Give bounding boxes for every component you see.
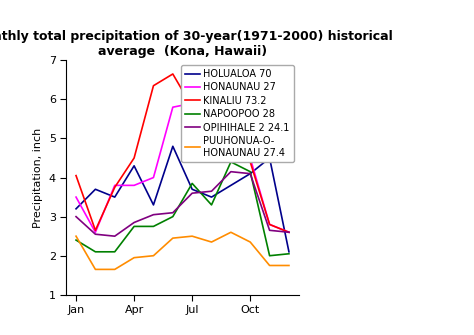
- HONAUNAU 27: [73, 195, 79, 199]
- OPIHIHALE 2 24.1: [228, 170, 234, 174]
- HOLUALOA 70: [92, 187, 98, 191]
- HOLUALOA 70: [209, 195, 214, 199]
- HONAUNAU 27: [209, 133, 214, 137]
- KINALIU 73.2: [131, 156, 137, 160]
- OPIHIHALE 2 24.1: [92, 232, 98, 236]
- KINALIU 73.2: [247, 160, 253, 164]
- HOLUALOA 70: [286, 250, 292, 254]
- HOLUALOA 70: [267, 156, 273, 160]
- HOLUALOA 70: [131, 164, 137, 168]
- Line: HOLUALOA 70: HOLUALOA 70: [76, 146, 289, 252]
- KINALIU 73.2: [112, 185, 118, 189]
- HONAUNAU 27: [267, 222, 273, 226]
- OPIHIHALE 2 24.1: [151, 213, 156, 217]
- HOLUALOA 70: [247, 172, 253, 176]
- NAPOOPOO 28: [286, 252, 292, 256]
- KINALIU 73.2: [92, 228, 98, 232]
- PUUHONUA-O-
HONAUNAU 27.4: [151, 254, 156, 258]
- KINALIU 73.2: [73, 174, 79, 178]
- KINALIU 73.2: [209, 107, 214, 111]
- HOLUALOA 70: [73, 207, 79, 211]
- OPIHIHALE 2 24.1: [131, 220, 137, 224]
- Line: OPIHIHALE 2 24.1: OPIHIHALE 2 24.1: [76, 172, 289, 236]
- Line: HONAUNAU 27: HONAUNAU 27: [76, 95, 289, 232]
- OPIHIHALE 2 24.1: [112, 234, 118, 238]
- Title: Monthly total precipitation of 30-year(1971-2000) historical
average  (Kona, Haw: Monthly total precipitation of 30-year(1…: [0, 30, 393, 58]
- KINALIU 73.2: [228, 70, 234, 74]
- OPIHIHALE 2 24.1: [247, 172, 253, 176]
- HONAUNAU 27: [286, 230, 292, 234]
- OPIHIHALE 2 24.1: [286, 230, 292, 234]
- KINALIU 73.2: [189, 105, 195, 109]
- NAPOOPOO 28: [228, 160, 234, 164]
- OPIHIHALE 2 24.1: [267, 228, 273, 232]
- PUUHONUA-O-
HONAUNAU 27.4: [170, 236, 176, 240]
- PUUHONUA-O-
HONAUNAU 27.4: [228, 230, 234, 234]
- PUUHONUA-O-
HONAUNAU 27.4: [209, 240, 214, 244]
- OPIHIHALE 2 24.1: [170, 211, 176, 215]
- KINALIU 73.2: [286, 230, 292, 234]
- HONAUNAU 27: [228, 93, 234, 97]
- NAPOOPOO 28: [92, 250, 98, 254]
- PUUHONUA-O-
HONAUNAU 27.4: [247, 240, 253, 244]
- KINALIU 73.2: [267, 222, 273, 226]
- HONAUNAU 27: [131, 183, 137, 187]
- HONAUNAU 27: [112, 183, 118, 187]
- HOLUALOA 70: [170, 144, 176, 148]
- OPIHIHALE 2 24.1: [209, 189, 214, 193]
- NAPOOPOO 28: [170, 215, 176, 219]
- OPIHIHALE 2 24.1: [73, 215, 79, 219]
- Line: KINALIU 73.2: KINALIU 73.2: [76, 72, 289, 232]
- PUUHONUA-O-
HONAUNAU 27.4: [73, 234, 79, 238]
- HONAUNAU 27: [92, 230, 98, 234]
- PUUHONUA-O-
HONAUNAU 27.4: [267, 263, 273, 267]
- PUUHONUA-O-
HONAUNAU 27.4: [131, 256, 137, 260]
- NAPOOPOO 28: [73, 238, 79, 242]
- NAPOOPOO 28: [151, 224, 156, 228]
- HONAUNAU 27: [151, 176, 156, 180]
- Line: PUUHONUA-O-
HONAUNAU 27.4: PUUHONUA-O- HONAUNAU 27.4: [76, 232, 289, 269]
- HONAUNAU 27: [189, 101, 195, 105]
- NAPOOPOO 28: [112, 250, 118, 254]
- Legend: HOLUALOA 70, HONAUNAU 27, KINALIU 73.2, NAPOOPOO 28, OPIHIHALE 2 24.1, PUUHONUA-: HOLUALOA 70, HONAUNAU 27, KINALIU 73.2, …: [181, 65, 294, 161]
- OPIHIHALE 2 24.1: [189, 191, 195, 195]
- Y-axis label: Precipitation, inch: Precipitation, inch: [33, 127, 43, 228]
- HONAUNAU 27: [247, 156, 253, 160]
- NAPOOPOO 28: [131, 224, 137, 228]
- NAPOOPOO 28: [209, 203, 214, 207]
- KINALIU 73.2: [170, 72, 176, 76]
- PUUHONUA-O-
HONAUNAU 27.4: [92, 267, 98, 271]
- HONAUNAU 27: [170, 105, 176, 109]
- NAPOOPOO 28: [267, 254, 273, 258]
- HOLUALOA 70: [189, 187, 195, 191]
- PUUHONUA-O-
HONAUNAU 27.4: [112, 267, 118, 271]
- NAPOOPOO 28: [189, 182, 195, 186]
- NAPOOPOO 28: [247, 170, 253, 174]
- PUUHONUA-O-
HONAUNAU 27.4: [286, 263, 292, 267]
- Line: NAPOOPOO 28: NAPOOPOO 28: [76, 162, 289, 256]
- HOLUALOA 70: [151, 203, 156, 207]
- KINALIU 73.2: [151, 84, 156, 88]
- HOLUALOA 70: [112, 195, 118, 199]
- HOLUALOA 70: [228, 183, 234, 187]
- PUUHONUA-O-
HONAUNAU 27.4: [189, 234, 195, 238]
